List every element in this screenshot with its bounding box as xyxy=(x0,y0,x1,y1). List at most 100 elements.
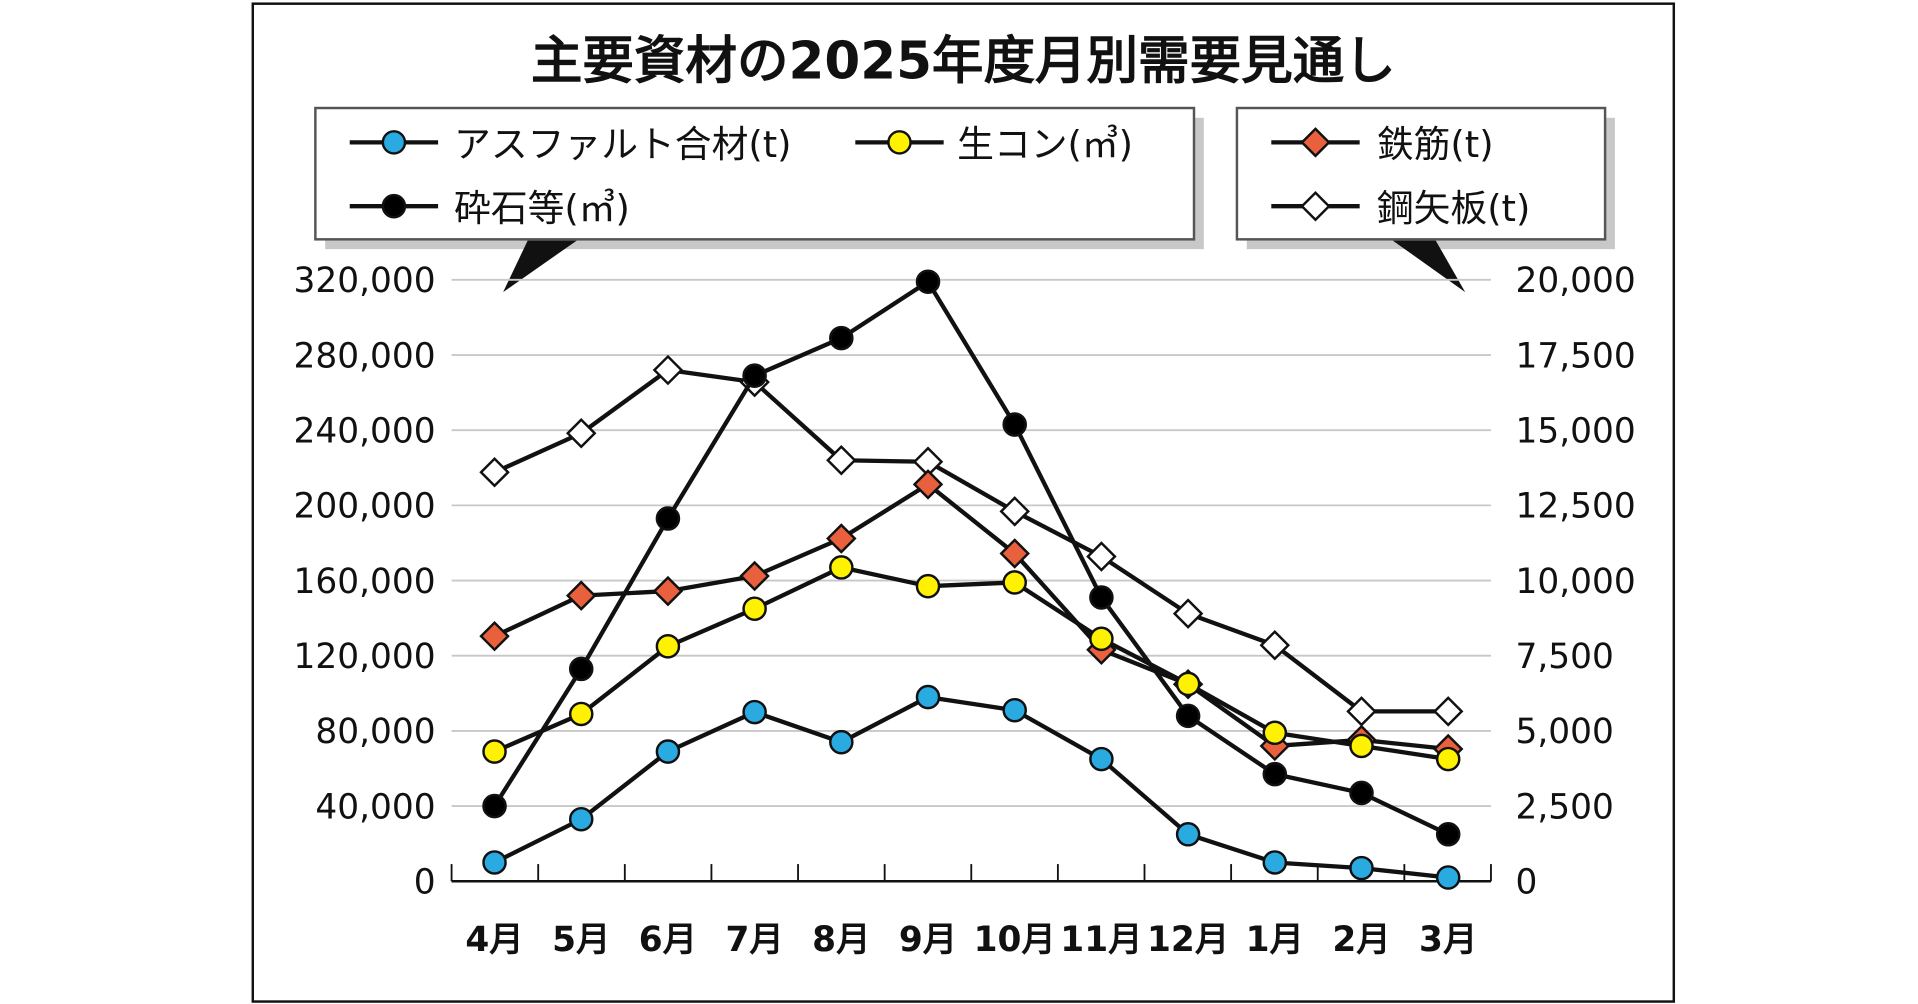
y-right-tick-label: 20,000 xyxy=(1516,261,1636,301)
x-tick-label: 6月 xyxy=(639,920,697,960)
y-right-tick-label: 0 xyxy=(1516,863,1538,903)
data-point xyxy=(829,325,854,351)
data-point xyxy=(1089,746,1114,772)
legend-right xyxy=(1235,106,1607,241)
data-point xyxy=(568,656,594,682)
data-point xyxy=(1435,865,1461,890)
data-point xyxy=(1262,850,1288,875)
data-point xyxy=(1349,855,1374,881)
data-point xyxy=(565,580,597,611)
data-point xyxy=(568,701,594,727)
data-point xyxy=(829,729,854,755)
legend-items: アスファルト合材(t) 生コン(㎥) 砕石等(㎥) 鉄筋(t) 鋼矢板(t) xyxy=(349,123,1531,230)
data-point xyxy=(1262,761,1288,787)
data-point xyxy=(565,417,597,449)
legend-label-sheet-pile: 鋼矢板(t) xyxy=(1377,187,1531,230)
legend-left xyxy=(314,106,1196,241)
data-point xyxy=(742,596,767,622)
data-point xyxy=(915,684,941,710)
x-tick-label: 8月 xyxy=(812,920,870,960)
x-tick-label: 3月 xyxy=(1419,920,1477,960)
x-tick-label: 9月 xyxy=(899,920,957,960)
x-tick-label: 2月 xyxy=(1332,920,1390,960)
data-point xyxy=(742,699,767,725)
data-point xyxy=(1089,585,1114,610)
chart-title: 主要資材の2025年度月別需要見通し xyxy=(531,32,1396,92)
x-tick-label: 12月 xyxy=(1147,920,1229,960)
legend-label-concrete: 生コン(㎥) xyxy=(957,123,1133,166)
legend-marker xyxy=(381,130,407,155)
data-point xyxy=(826,445,857,476)
legend-marker xyxy=(1300,190,1331,222)
data-point xyxy=(1002,412,1027,437)
data-point xyxy=(1172,598,1204,629)
data-point xyxy=(1349,780,1374,806)
data-point xyxy=(1086,541,1117,572)
y-left-tick-label: 80,000 xyxy=(315,712,435,752)
series-0 xyxy=(482,684,1461,890)
data-point xyxy=(1175,671,1201,697)
data-point xyxy=(655,506,681,531)
data-point xyxy=(482,793,507,819)
series-line xyxy=(492,279,1450,837)
data-point xyxy=(479,457,510,488)
data-point xyxy=(1435,822,1461,847)
y-right-tick-label: 17,500 xyxy=(1516,336,1636,376)
x-tick-label: 11月 xyxy=(1060,920,1142,960)
series-line xyxy=(493,367,1449,714)
data-point xyxy=(739,560,770,592)
data-point xyxy=(915,269,941,294)
data-point xyxy=(655,634,681,659)
data-point xyxy=(568,806,594,832)
x-tick-label: 7月 xyxy=(725,920,783,960)
y-right-tick-label: 7,500 xyxy=(1516,637,1614,677)
y-left-tick-label: 40,000 xyxy=(315,787,435,827)
y-left-tick-label: 160,000 xyxy=(294,562,436,602)
data-point xyxy=(912,469,944,500)
y-left-tick-label: 0 xyxy=(414,863,436,903)
data-point xyxy=(1432,696,1464,727)
data-point xyxy=(1002,697,1027,723)
series-line xyxy=(493,694,1449,880)
axes: 0 0 40,000 2,500 80,000 5,000 120,000 7,500 160,… xyxy=(294,261,1636,960)
data-point xyxy=(1349,733,1374,759)
y-left-tick-label: 320,000 xyxy=(294,261,436,301)
data-point xyxy=(1175,822,1201,847)
data-point xyxy=(829,555,854,580)
y-right-tick-label: 15,000 xyxy=(1516,411,1636,451)
data-point xyxy=(999,496,1030,527)
data-point xyxy=(655,739,681,764)
data-point xyxy=(1002,570,1027,595)
data-point xyxy=(826,523,857,554)
data-point xyxy=(482,850,507,875)
x-tick-label: 4月 xyxy=(465,920,523,960)
series xyxy=(479,269,1464,890)
y-left-tick-label: 200,000 xyxy=(294,487,436,527)
series-1 xyxy=(482,555,1461,772)
data-point xyxy=(482,739,507,764)
x-tick-label: 1月 xyxy=(1246,920,1304,960)
series-4 xyxy=(479,354,1464,727)
legend-marker xyxy=(1300,127,1331,158)
series-line xyxy=(493,565,1449,762)
legend-marker xyxy=(381,193,407,219)
data-point xyxy=(479,620,510,652)
legend-label-crushed-stone: 砕石等(㎥) xyxy=(454,187,630,230)
y-right-tick-label: 5,000 xyxy=(1516,712,1614,752)
grid xyxy=(451,278,1491,808)
x-tick-label: 10月 xyxy=(974,920,1056,960)
legend-marker xyxy=(887,130,912,155)
y-right-tick-label: 2,500 xyxy=(1516,787,1614,827)
y-left-tick-label: 240,000 xyxy=(294,411,436,451)
y-right-tick-label: 10,000 xyxy=(1516,562,1636,602)
data-point xyxy=(1262,720,1288,746)
y-left-tick-label: 280,000 xyxy=(294,336,436,376)
series-2 xyxy=(482,269,1461,847)
data-point xyxy=(1175,703,1201,729)
y-left-tick-label: 120,000 xyxy=(294,637,436,677)
legend-label-rebar: 鉄筋(t) xyxy=(1377,123,1494,166)
x-tick-label: 5月 xyxy=(552,920,610,960)
data-point xyxy=(1435,746,1461,772)
data-point xyxy=(1259,629,1291,661)
